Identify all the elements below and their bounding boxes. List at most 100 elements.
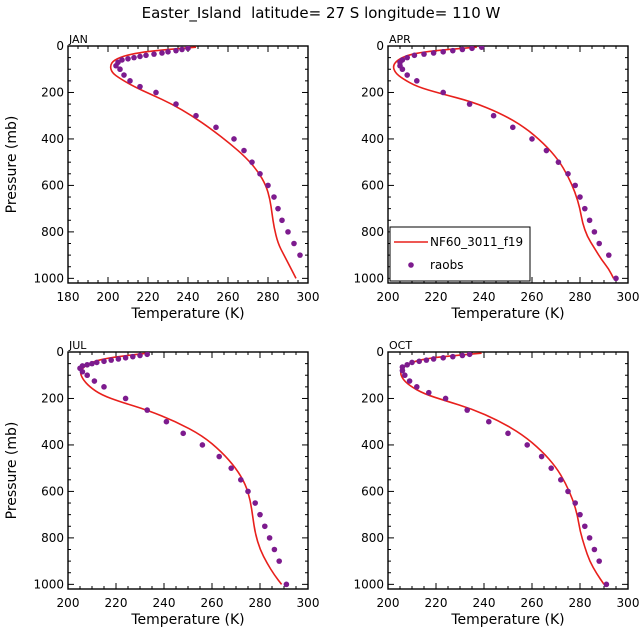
obs-point: [440, 89, 447, 96]
obs-point: [115, 356, 122, 362]
obs-point: [285, 229, 291, 235]
x-axis-label: Temperature (K): [450, 306, 564, 322]
x-tick-label: 280: [249, 596, 272, 610]
obs-point: [409, 359, 415, 366]
obs-point: [117, 66, 123, 73]
panel-label-jan: JAN: [68, 33, 88, 46]
obs-point: [291, 240, 297, 247]
obs-point: [151, 51, 157, 57]
obs-point: [586, 217, 593, 224]
x-axis-label: Temperature (K): [130, 612, 244, 628]
y-tick-label: 1000: [353, 271, 384, 285]
obs-point: [238, 476, 244, 483]
obs-point: [582, 205, 588, 212]
model-line: [80, 352, 283, 585]
obs-point: [257, 170, 263, 177]
obs-point: [577, 511, 583, 518]
obs-point: [572, 500, 578, 506]
obs-point: [173, 101, 179, 107]
panel-label-oct: OCT: [389, 339, 412, 352]
y-tick-label: 1000: [33, 271, 64, 285]
x-tick-label: 200: [97, 290, 120, 304]
obs-point: [163, 418, 170, 425]
obs-point: [402, 372, 408, 379]
x-tick-label: 200: [57, 596, 80, 610]
y-tick-label: 1000: [353, 577, 384, 591]
obs-point: [84, 372, 90, 379]
obs-point: [555, 159, 562, 165]
obs-point: [130, 353, 136, 360]
obs-point: [404, 54, 411, 61]
obs-point: [185, 46, 191, 52]
x-tick-label: 300: [617, 290, 640, 304]
y-tick-label: 1000: [33, 577, 64, 591]
obs-point: [591, 546, 598, 553]
obs-point: [591, 229, 598, 235]
obs-point: [406, 378, 413, 384]
model-line: [400, 352, 605, 585]
y-tick-label: 800: [41, 531, 64, 545]
x-tick-label: 300: [617, 596, 640, 610]
obs-point: [113, 62, 119, 69]
x-tick-label: 300: [297, 596, 320, 610]
obs-point: [486, 418, 492, 425]
obs-point: [421, 51, 427, 57]
x-tick-label: 240: [177, 290, 200, 304]
obs-point: [144, 352, 150, 358]
obs-point: [606, 252, 612, 258]
obs-point: [466, 352, 473, 358]
panel-oct: 200 220 240 260 280 300 0 200 400 600 800 1000 OCT Te…: [353, 339, 639, 628]
obs-point: [137, 53, 143, 60]
x-tick-label: 200: [377, 290, 400, 304]
y-tick-label: 400: [361, 132, 384, 146]
obs-point: [94, 359, 100, 366]
obs-point: [165, 49, 171, 55]
x-tick-label: 280: [569, 290, 592, 304]
obs-point: [478, 46, 485, 50]
obs-point: [137, 83, 143, 90]
legend-dot-swatch: [408, 262, 414, 268]
obs-point: [122, 355, 129, 361]
x-tick-label: 180: [57, 290, 80, 304]
obs-point: [558, 476, 564, 483]
y-axis-label: Pressure (mb): [4, 116, 20, 214]
obs-point: [459, 46, 466, 53]
obs-point: [411, 52, 418, 59]
panel-label-apr: APR: [389, 33, 411, 46]
x-tick-label: 220: [425, 596, 448, 610]
panel-apr: 200 220 240 260 280 300 0 200 400 600 800 1000 APR Te…: [353, 33, 639, 322]
obs-point: [596, 240, 602, 247]
y-tick-label: 800: [361, 225, 384, 239]
obs-point: [613, 275, 619, 282]
obs-point: [121, 72, 127, 78]
obs-point: [450, 353, 456, 360]
y-tick-label: 400: [361, 438, 384, 452]
obs-point: [543, 147, 550, 154]
obs-point: [84, 361, 90, 368]
plot-area: [109, 46, 303, 279]
obs-point: [199, 442, 206, 448]
x-tick-label: 240: [473, 290, 496, 304]
y-tick-label: 400: [41, 438, 64, 452]
obs-point: [469, 46, 475, 52]
obs-point: [265, 182, 271, 189]
legend-box: [389, 226, 531, 282]
x-tick-label: 280: [569, 596, 592, 610]
obs-point: [245, 488, 251, 495]
x-tick-label: 260: [201, 596, 224, 610]
y-tick-label: 0: [56, 39, 64, 53]
obs-point: [159, 50, 165, 56]
obs-point: [490, 112, 497, 119]
obs-point: [108, 357, 114, 363]
obs-point: [440, 49, 447, 55]
obs-point: [586, 535, 593, 541]
y-axis-label: Pressure (mb): [4, 422, 20, 520]
obs-point: [430, 50, 437, 56]
y-tick-label: 600: [41, 484, 64, 498]
obs-point: [279, 217, 285, 224]
obs-point: [582, 523, 588, 530]
obs-point: [510, 124, 516, 131]
obs-point: [297, 252, 303, 258]
